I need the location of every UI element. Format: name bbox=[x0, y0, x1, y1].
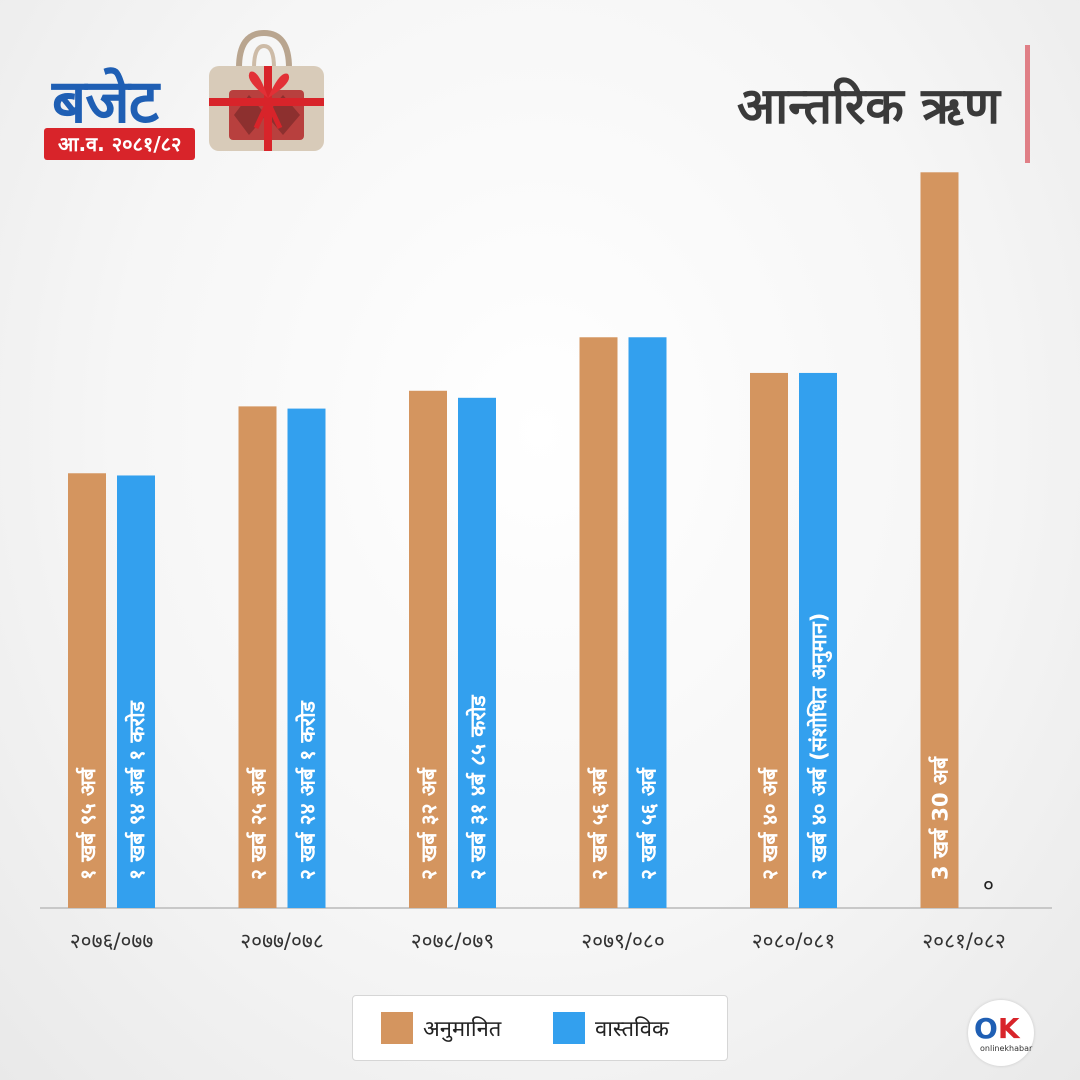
bar-estimated-0 bbox=[68, 473, 106, 908]
bar-label-actual-3: २ खर्ब ५६ अर्ब bbox=[636, 767, 661, 880]
logo-text: onlinekhabar bbox=[980, 1044, 1033, 1053]
legend-item-actual: वास्तविक bbox=[553, 1012, 669, 1044]
bar-estimated-5 bbox=[920, 172, 959, 908]
legend-swatch-actual bbox=[553, 1012, 585, 1044]
legend-label-estimated: अनुमानित bbox=[423, 1017, 502, 1042]
bar-label-actual-4: २ खर्ब ४० अर्ब (संशोधित अनुमान) bbox=[806, 613, 833, 880]
bar-actual-4 bbox=[799, 372, 837, 908]
legend-label-actual: वास्तविक bbox=[595, 1017, 669, 1042]
bar-label-estimated-2: २ खर्ब ३२ अर्ब bbox=[416, 767, 441, 880]
fiscal-year-badge: आ.व. २०८१/८२ bbox=[44, 128, 196, 160]
bar-label-actual-5: ० bbox=[983, 873, 994, 897]
bar-label-actual-1: २ खर्ब २४ अर्ब १ करोड bbox=[295, 700, 320, 880]
bar-label-estimated-4: २ खर्ब ४० अर्ब bbox=[757, 767, 782, 880]
bar-label-estimated-5: 3 खर्ब 30 अर्ब bbox=[928, 756, 953, 880]
bars-group bbox=[68, 172, 959, 908]
bar-actual-1 bbox=[287, 408, 326, 908]
bar-label-actual-2: २ खर्ब ३१ ४र्ब ८५ करोड bbox=[465, 695, 490, 880]
budget-brand: बजेट आ.व. २०८१/८२ bbox=[44, 29, 334, 178]
x-tick-labels-group: २०७६/०७७ २०७७/०७८ २०७८/०७९ २०७९/०८० २०८०/०८१… bbox=[70, 929, 1006, 953]
page-title: आन्तरिक ऋण bbox=[736, 77, 1000, 135]
chart-legend: अनुमानित वास्तविक bbox=[352, 995, 728, 1061]
bar-actual-2 bbox=[458, 397, 496, 908]
x-tick-label-1: २०७७/०७८ bbox=[240, 929, 324, 953]
brand-word: बजेट bbox=[52, 67, 159, 137]
legend-item-estimated: अनुमानित bbox=[381, 1012, 501, 1044]
onlinekhabar-logo: OK onlinekhabar bbox=[968, 1000, 1034, 1066]
bar-estimated-1 bbox=[238, 406, 277, 908]
gift-bag-icon bbox=[209, 29, 324, 151]
bar-label-actual-0: १ खर्ब ९४ अर्ब १ करोड bbox=[124, 700, 149, 880]
x-tick-label-5: २०८१/०८२ bbox=[922, 929, 1006, 953]
bar-actual-3 bbox=[628, 337, 667, 908]
bar-estimated-2 bbox=[409, 390, 447, 908]
bar-actual-0 bbox=[117, 475, 155, 908]
ok-logo-mark: OK bbox=[974, 1012, 1020, 1045]
bar-label-estimated-0: १ खर्ब ९५ अर्ब bbox=[75, 767, 100, 880]
title-divider bbox=[1025, 45, 1030, 163]
bar-estimated-4 bbox=[750, 372, 788, 908]
legend-swatch-estimated bbox=[381, 1012, 413, 1044]
bar-labels-group: १ खर्ब ९५ अर्ब १ खर्ब ९४ अर्ब १ करोड २ खर्… bbox=[75, 613, 994, 897]
bar-label-estimated-3: २ खर्ब ५६ अर्ब bbox=[587, 767, 612, 880]
x-tick-label-0: २०७६/०७७ bbox=[70, 929, 154, 953]
x-tick-label-4: २०८०/०८१ bbox=[752, 929, 836, 953]
bar-label-estimated-1: २ खर्ब २५ अर्ब bbox=[246, 767, 271, 880]
bar-estimated-3 bbox=[579, 337, 618, 908]
x-tick-label-2: २०७८/०७९ bbox=[411, 929, 495, 953]
x-tick-label-3: २०७९/०८० bbox=[581, 929, 665, 953]
